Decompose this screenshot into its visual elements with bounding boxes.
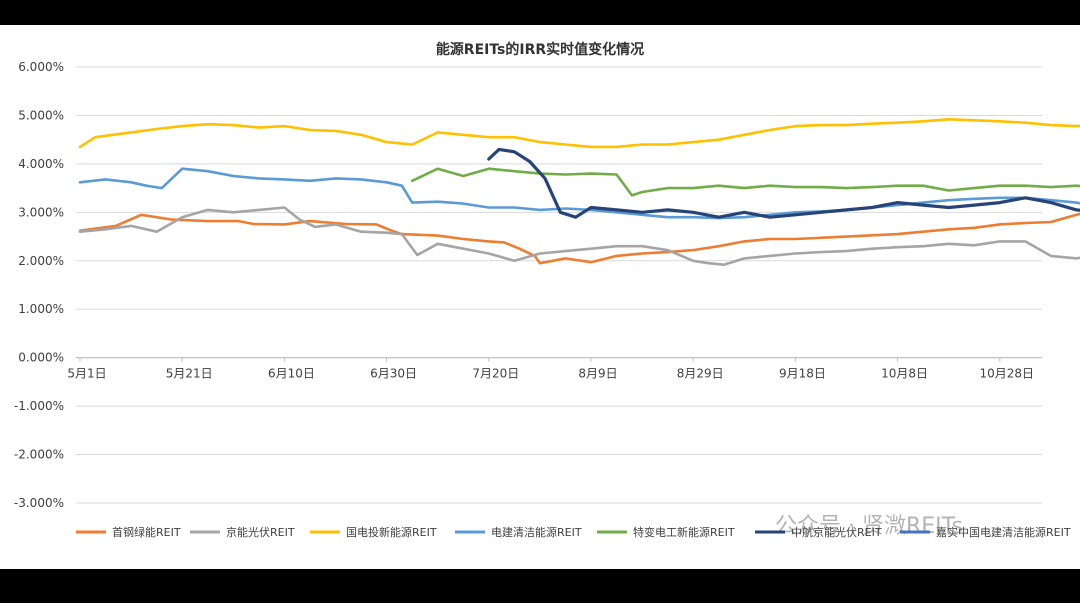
watermark-text: 公众号 · 贤溦REITs: [775, 514, 963, 539]
chart-title: 能源REITs的IRR实时值变化情况: [436, 41, 644, 58]
x-axis: 5月1日 5月21日 6月10日 6月30日 7月20日 8月9日 8月29日 9月18日 10…: [67, 357, 1035, 381]
x-tick-label: 6月30日: [370, 367, 417, 381]
series-line: [410, 167, 1080, 197]
series-line: [78, 212, 1080, 265]
legend-label: 京能光伏REIT: [226, 525, 295, 539]
legend: 首钢绿能REIT 京能光伏REIT 国电投新能源REIT 电建清洁能源REIT 特变电工…: [76, 525, 1071, 539]
grid-layer: [76, 66, 1042, 504]
legend-label: 嘉实中国电建清洁能源REIT: [936, 525, 1071, 539]
x-tick-label: 5月1日: [67, 367, 106, 381]
y-tick-label: 3.000%: [18, 205, 64, 219]
y-tick-label: 5.000%: [18, 108, 64, 122]
x-tick-label: 8月29日: [677, 367, 724, 381]
x-tick-label: 9月18日: [779, 367, 826, 381]
y-tick-label: -2.000%: [14, 448, 64, 462]
y-tick-label: -1.000%: [14, 399, 64, 413]
y-tick-label: 1.000%: [18, 302, 64, 316]
x-tick-label: 10月8日: [881, 367, 928, 381]
legend-label: 特变电工新能源REIT: [633, 525, 735, 539]
legend-label: 首钢绿能REIT: [112, 525, 181, 539]
x-tick-label: 10月28日: [980, 367, 1035, 381]
series-line: [78, 167, 1080, 220]
legend-label: 中航京能光伏REIT: [791, 525, 882, 539]
legend-label: 电建清洁能源REIT: [491, 525, 582, 539]
series-line: [78, 118, 1080, 149]
x-tick-label: 6月10日: [268, 367, 315, 381]
y-tick-label: -3.000%: [14, 496, 64, 510]
legend-label: 国电投新能源REIT: [346, 525, 437, 539]
x-tick-label: 8月9日: [578, 367, 617, 381]
series-line: [78, 206, 1080, 266]
y-axis: 6.000% 5.000% 4.000% 3.000% 2.000% 1.000% 0.00…: [14, 60, 64, 510]
x-tick-label: 5月21日: [166, 367, 213, 381]
y-tick-label: 0.000%: [18, 351, 64, 365]
y-tick-label: 2.000%: [18, 254, 64, 268]
chart-canvas: 能源REITs的IRR实时值变化情况 6.000% 5.000% 4.000% 3.0…: [14, 41, 1080, 539]
series-line: [487, 147, 1080, 219]
series-layer: [78, 118, 1080, 266]
chart-panel: 能源REITs的IRR实时值变化情况 6.000% 5.000% 4.000% 3.0…: [0, 25, 1080, 569]
y-tick-label: 4.000%: [18, 157, 64, 171]
y-tick-label: 6.000%: [18, 60, 64, 74]
x-tick-label: 7月20日: [472, 367, 519, 381]
